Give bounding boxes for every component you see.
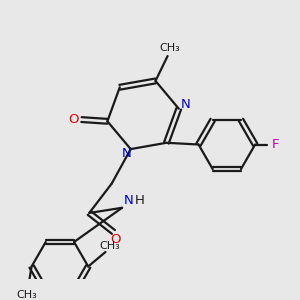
Text: H: H — [135, 194, 145, 207]
Text: O: O — [110, 233, 120, 246]
Text: O: O — [69, 113, 79, 126]
Text: CH₃: CH₃ — [99, 241, 120, 251]
Text: N: N — [124, 194, 134, 207]
Text: CH₃: CH₃ — [159, 44, 180, 53]
Text: F: F — [272, 138, 279, 151]
Text: N: N — [122, 147, 131, 160]
Text: CH₃: CH₃ — [16, 290, 37, 300]
Text: N: N — [181, 98, 190, 111]
